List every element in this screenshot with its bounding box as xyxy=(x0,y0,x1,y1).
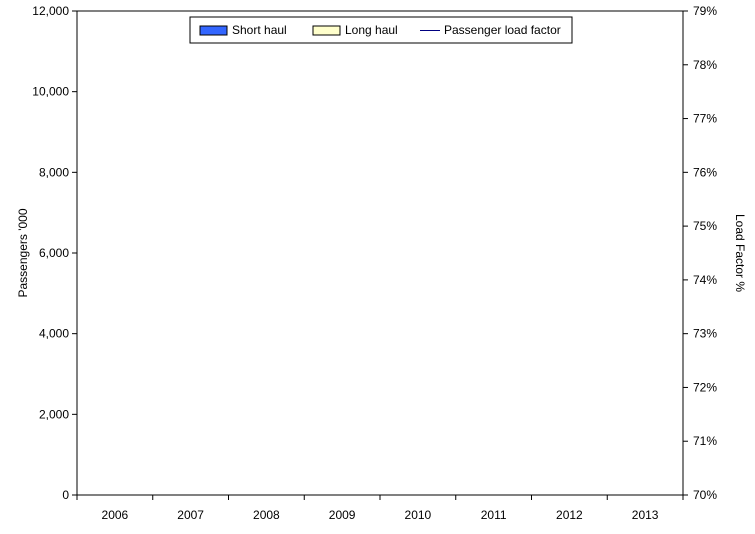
x-tick-label: 2008 xyxy=(253,508,280,522)
legend-swatch-short-haul xyxy=(199,25,228,36)
y2-tick-label: 75% xyxy=(693,219,717,233)
x-tick-label: 2009 xyxy=(329,508,356,522)
x-tick-label: 2011 xyxy=(481,508,507,522)
y2-tick-label: 77% xyxy=(693,112,717,126)
y-tick-label: 2,000 xyxy=(39,407,69,421)
y-tick-label: 6,000 xyxy=(39,246,69,260)
x-tick-label: 2006 xyxy=(102,508,129,522)
y2-tick-label: 72% xyxy=(693,380,717,394)
y2-tick-label: 79% xyxy=(693,4,717,18)
y2-tick-label: 74% xyxy=(693,273,717,287)
y2-axis-title: Load Factor % xyxy=(733,214,747,292)
axes: 0 2,000 4,000 6,000 8,000 10,000 12,000 70% 71% 7… xyxy=(16,4,747,522)
y-tick-label: 12,000 xyxy=(32,4,69,18)
y-tick-label: 0 xyxy=(62,488,69,502)
y-tick-label: 8,000 xyxy=(39,165,69,179)
legend-label-load-factor: Passenger load factor xyxy=(444,23,561,37)
x-tick-label: 2012 xyxy=(556,508,583,522)
x-tick-label: 2010 xyxy=(405,508,432,522)
y-tick-label: 4,000 xyxy=(39,327,69,341)
y2-tick-label: 70% xyxy=(693,488,717,502)
plot-border xyxy=(76,10,684,496)
x-tick-label: 2013 xyxy=(632,508,659,522)
y2-tick-label: 76% xyxy=(693,165,717,179)
y2-tick-label: 73% xyxy=(693,327,717,341)
legend-box xyxy=(189,16,573,44)
legend-label-short-haul: Short haul xyxy=(232,23,287,37)
y-axis-title: Passengers '000 xyxy=(16,208,30,297)
y-tick-label: 10,000 xyxy=(32,85,69,99)
x-tick-label: 2007 xyxy=(177,508,204,522)
legend: Short haul Long haul Passenger load factor xyxy=(189,16,573,44)
legend-swatch-long-haul xyxy=(312,25,341,36)
legend-label-long-haul: Long haul xyxy=(345,23,398,37)
y2-tick-label: 71% xyxy=(693,434,717,448)
y2-tick-label: 78% xyxy=(693,58,717,72)
